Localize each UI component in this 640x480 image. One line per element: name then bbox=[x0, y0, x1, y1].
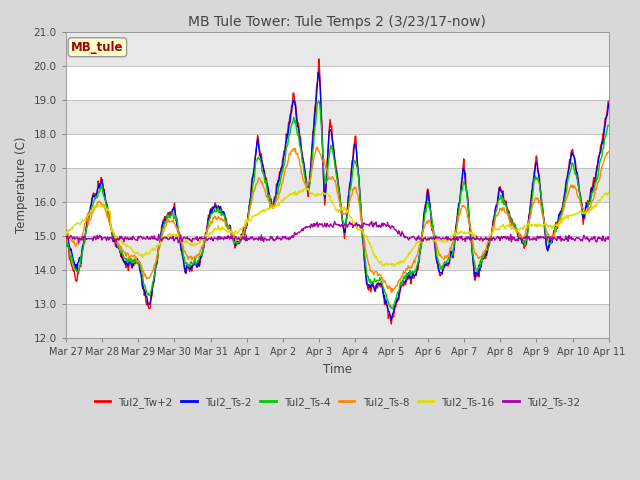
Bar bbox=[66, 100, 609, 134]
Tul2_Ts-2 bbox=[420, 206, 428, 212]
Title: MB Tule Tower: Tule Temps 2 (3/23/17-now): MB Tule Tower: Tule Temps 2 (3/23/17-now… bbox=[188, 15, 486, 29]
Tul2_Ts-32 bbox=[368, 218, 376, 224]
Text: MB_tule: MB_tule bbox=[71, 41, 124, 54]
Tul2_Ts-8 bbox=[405, 263, 413, 269]
Tul2_Ts-8 bbox=[420, 225, 428, 230]
Tul2_Ts-4 bbox=[605, 122, 612, 128]
Tul2_Ts-32 bbox=[175, 240, 182, 245]
Tul2_Ts-32 bbox=[605, 237, 612, 242]
Tul2_Tw+2 bbox=[315, 56, 323, 62]
Tul2_Tw+2 bbox=[405, 276, 413, 281]
Tul2_Tw+2 bbox=[420, 208, 428, 214]
Tul2_Ts-32 bbox=[62, 235, 70, 240]
Tul2_Ts-2 bbox=[605, 100, 612, 106]
Tul2_Ts-8 bbox=[387, 289, 395, 295]
Tul2_Ts-8 bbox=[183, 252, 191, 257]
X-axis label: Time: Time bbox=[323, 363, 352, 376]
Line: Tul2_Ts-32: Tul2_Ts-32 bbox=[66, 221, 609, 242]
Tul2_Tw+2 bbox=[62, 235, 70, 241]
Tul2_Ts-4 bbox=[389, 306, 397, 312]
Tul2_Ts-2 bbox=[72, 266, 79, 272]
Y-axis label: Temperature (C): Temperature (C) bbox=[15, 137, 28, 233]
Bar bbox=[66, 236, 609, 270]
Tul2_Ts-4 bbox=[183, 260, 191, 265]
Tul2_Tw+2 bbox=[72, 276, 79, 282]
Tul2_Ts-16 bbox=[381, 263, 388, 269]
Tul2_Ts-2 bbox=[127, 262, 135, 267]
Legend: Tul2_Tw+2, Tul2_Ts-2, Tul2_Ts-4, Tul2_Ts-8, Tul2_Ts-16, Tul2_Ts-32: Tul2_Tw+2, Tul2_Ts-2, Tul2_Ts-4, Tul2_Ts… bbox=[90, 393, 584, 412]
Line: Tul2_Ts-4: Tul2_Ts-4 bbox=[66, 101, 609, 309]
Line: Tul2_Ts-8: Tul2_Ts-8 bbox=[66, 147, 609, 292]
Bar bbox=[66, 304, 609, 338]
Tul2_Ts-16 bbox=[127, 246, 135, 252]
Tul2_Ts-4 bbox=[405, 271, 413, 277]
Tul2_Ts-8 bbox=[72, 243, 79, 249]
Tul2_Ts-16 bbox=[420, 236, 428, 242]
Tul2_Tw+2 bbox=[183, 268, 191, 274]
Tul2_Ts-8 bbox=[605, 148, 612, 154]
Tul2_Ts-32 bbox=[127, 235, 135, 240]
Tul2_Ts-32 bbox=[212, 235, 220, 241]
Tul2_Ts-16 bbox=[211, 226, 219, 231]
Tul2_Ts-4 bbox=[211, 209, 219, 215]
Tul2_Ts-2 bbox=[405, 270, 413, 276]
Line: Tul2_Ts-2: Tul2_Ts-2 bbox=[66, 73, 609, 320]
Tul2_Tw+2 bbox=[127, 263, 135, 269]
Tul2_Ts-16 bbox=[183, 240, 191, 245]
Tul2_Tw+2 bbox=[211, 200, 219, 206]
Tul2_Ts-8 bbox=[127, 252, 135, 258]
Tul2_Tw+2 bbox=[387, 321, 395, 327]
Tul2_Ts-4 bbox=[420, 216, 428, 221]
Bar bbox=[66, 32, 609, 66]
Tul2_Ts-8 bbox=[62, 232, 70, 238]
Tul2_Ts-16 bbox=[405, 251, 413, 256]
Tul2_Tw+2 bbox=[605, 98, 612, 104]
Tul2_Ts-4 bbox=[62, 240, 70, 245]
Line: Tul2_Ts-16: Tul2_Ts-16 bbox=[66, 188, 609, 266]
Tul2_Ts-32 bbox=[184, 234, 191, 240]
Tul2_Ts-16 bbox=[72, 221, 79, 227]
Tul2_Ts-16 bbox=[605, 189, 612, 195]
Tul2_Ts-4 bbox=[127, 256, 135, 262]
Bar bbox=[66, 168, 609, 202]
Tul2_Ts-16 bbox=[302, 185, 310, 191]
Tul2_Ts-2 bbox=[183, 263, 191, 268]
Tul2_Ts-4 bbox=[315, 98, 323, 104]
Tul2_Ts-2 bbox=[387, 317, 395, 323]
Tul2_Ts-4 bbox=[72, 266, 79, 272]
Tul2_Ts-32 bbox=[405, 237, 413, 243]
Tul2_Ts-2 bbox=[314, 70, 322, 76]
Tul2_Ts-2 bbox=[62, 228, 70, 233]
Tul2_Ts-8 bbox=[211, 213, 219, 219]
Line: Tul2_Tw+2: Tul2_Tw+2 bbox=[66, 59, 609, 324]
Tul2_Ts-8 bbox=[313, 144, 321, 150]
Tul2_Ts-2 bbox=[211, 202, 219, 208]
Tul2_Ts-16 bbox=[62, 229, 70, 235]
Tul2_Ts-32 bbox=[420, 235, 428, 241]
Tul2_Ts-32 bbox=[72, 236, 79, 241]
